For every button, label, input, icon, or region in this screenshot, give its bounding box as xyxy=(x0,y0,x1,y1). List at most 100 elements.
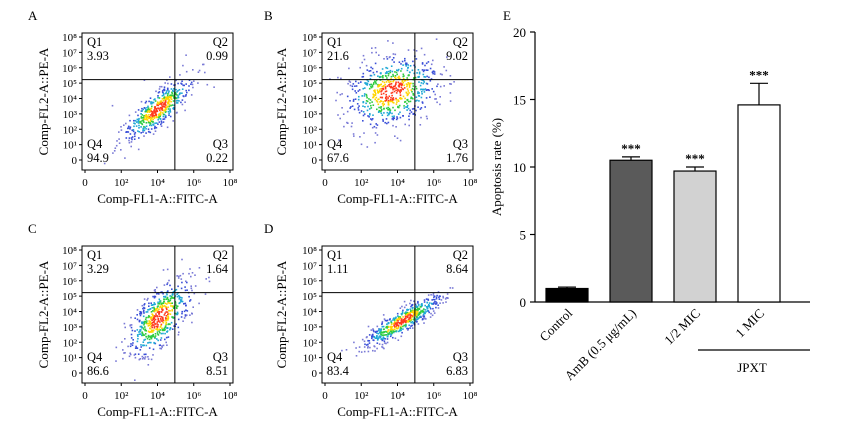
event-dot xyxy=(172,120,174,122)
event-dot xyxy=(188,272,190,275)
event-dot xyxy=(357,82,360,84)
event-dot xyxy=(168,105,170,108)
y-axis-title: Comp-FL2-A::PE-A xyxy=(36,260,51,368)
event-dot xyxy=(391,70,394,73)
event-dot xyxy=(376,70,378,73)
event-dot xyxy=(165,97,168,99)
event-dot xyxy=(400,86,403,89)
event-dot xyxy=(185,54,187,56)
event-dot xyxy=(191,321,193,324)
event-dot xyxy=(192,69,194,71)
event-dot xyxy=(127,127,129,130)
event-dot xyxy=(162,118,164,120)
event-dot xyxy=(398,86,400,88)
event-dot xyxy=(115,346,118,349)
event-dot xyxy=(397,113,400,115)
event-dot xyxy=(426,310,429,312)
event-dot xyxy=(396,88,399,91)
event-dot xyxy=(177,95,179,97)
quadrant-name: Q2 xyxy=(453,35,468,49)
event-dot xyxy=(442,296,445,299)
event-dot xyxy=(363,350,366,353)
event-dot xyxy=(132,342,134,344)
event-dot xyxy=(131,329,134,332)
event-dot xyxy=(387,326,390,328)
event-dot xyxy=(163,295,165,298)
event-dot xyxy=(411,327,414,329)
event-dot xyxy=(392,98,395,101)
event-dot xyxy=(376,89,379,91)
event-dot xyxy=(400,84,403,86)
event-dot xyxy=(393,115,395,117)
event-dot xyxy=(376,336,378,338)
event-dot xyxy=(355,80,357,83)
quadrant-percent: 1.76 xyxy=(446,151,468,165)
event-dot xyxy=(419,84,422,87)
event-dot xyxy=(404,97,406,100)
event-dot xyxy=(393,90,396,93)
event-dot xyxy=(374,62,377,65)
event-dot xyxy=(378,332,381,334)
event-dot xyxy=(400,67,403,70)
event-dot xyxy=(406,84,409,86)
event-dot xyxy=(184,289,187,292)
event-dot xyxy=(138,117,140,120)
event-dot xyxy=(383,342,386,344)
event-dot xyxy=(147,131,150,133)
event-dot xyxy=(162,321,165,324)
event-dot xyxy=(358,350,360,353)
event-dot xyxy=(169,97,172,99)
event-dot xyxy=(389,69,392,72)
event-dot xyxy=(426,83,429,85)
y-axis-title: Apoptosis rate (%) xyxy=(489,118,504,216)
event-dot xyxy=(157,104,160,107)
event-dot xyxy=(154,333,157,335)
event-dot xyxy=(350,125,353,128)
event-dot xyxy=(410,325,412,327)
event-dot xyxy=(410,111,413,113)
event-dot xyxy=(191,83,194,86)
event-dot xyxy=(375,127,378,129)
event-dot xyxy=(397,330,400,333)
event-dot xyxy=(148,109,150,112)
event-dot xyxy=(383,112,385,114)
event-dot xyxy=(165,115,167,117)
x-tick-label: 10⁸ xyxy=(223,177,238,189)
event-dot xyxy=(131,129,133,132)
event-dot xyxy=(162,329,164,332)
event-dot xyxy=(408,115,410,117)
event-dot xyxy=(368,116,370,118)
event-dot xyxy=(376,330,379,333)
event-dot xyxy=(156,310,159,312)
event-dot xyxy=(371,85,374,88)
event-dot xyxy=(164,96,167,99)
event-dot xyxy=(175,100,178,102)
event-dot xyxy=(397,326,400,328)
panel-letter: D xyxy=(264,221,273,236)
event-dot xyxy=(134,356,137,359)
event-dot xyxy=(153,306,155,309)
event-dot xyxy=(394,330,397,333)
event-dot xyxy=(176,293,178,296)
event-dot xyxy=(433,295,436,297)
event-dot xyxy=(141,116,144,119)
event-dot xyxy=(146,322,149,325)
event-dot xyxy=(449,92,452,94)
event-dot xyxy=(162,317,164,319)
event-dot xyxy=(369,99,372,101)
event-dot xyxy=(202,63,204,66)
event-dot xyxy=(145,132,147,134)
event-dot xyxy=(419,108,422,110)
event-dot xyxy=(349,100,351,102)
event-dot xyxy=(152,314,154,316)
event-dot xyxy=(399,98,402,100)
event-dot xyxy=(153,320,155,323)
event-dot xyxy=(436,302,438,304)
event-dot xyxy=(420,116,422,119)
event-dot xyxy=(166,344,168,346)
event-dot xyxy=(184,302,187,305)
event-dot xyxy=(182,95,185,97)
event-dot xyxy=(377,338,379,340)
event-dot xyxy=(384,74,387,77)
